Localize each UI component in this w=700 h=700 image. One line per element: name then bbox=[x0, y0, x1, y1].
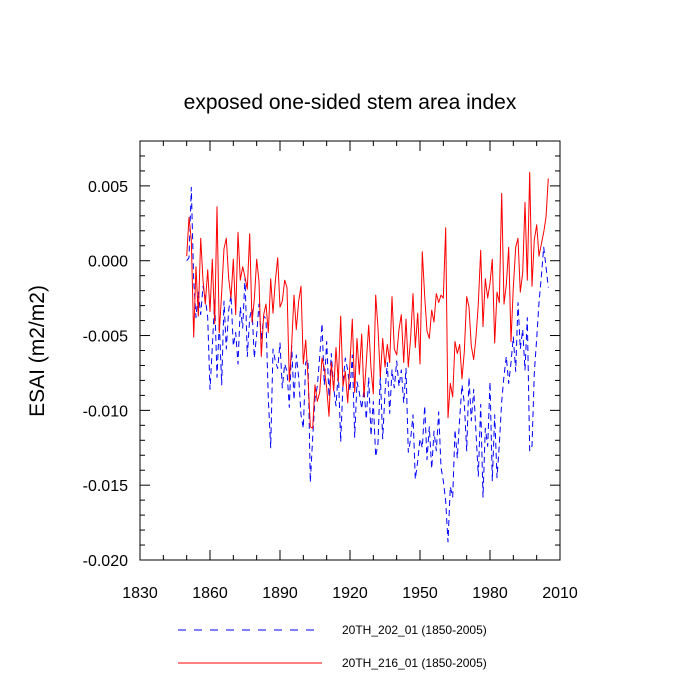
x-tick-label: 1890 bbox=[262, 585, 298, 602]
x-tick-label: 1860 bbox=[192, 585, 228, 602]
y-tick-label: -0.020 bbox=[83, 553, 128, 570]
x-tick-label: 2010 bbox=[542, 585, 578, 602]
series-layer bbox=[186, 171, 549, 543]
legend-label-216: 20TH_216_01 (1850-2005) bbox=[342, 656, 487, 670]
x-tick-label: 1950 bbox=[402, 585, 438, 602]
y-axis-label: ESAI (m2/m2) bbox=[26, 285, 49, 417]
chart-title: exposed one-sided stem area index bbox=[184, 91, 517, 114]
series-line-1 bbox=[186, 171, 549, 429]
x-tick-label: 1830 bbox=[122, 585, 158, 602]
y-tick-label: -0.005 bbox=[83, 329, 128, 346]
y-tick-label: 0.005 bbox=[88, 179, 128, 196]
legend-label-202: 20TH_202_01 (1850-2005) bbox=[342, 623, 487, 637]
y-tick-label: 0.000 bbox=[88, 254, 128, 271]
series-line-0 bbox=[186, 186, 549, 543]
x-tick-label: 1920 bbox=[332, 585, 368, 602]
y-tick-label: -0.015 bbox=[83, 478, 128, 495]
x-tick-label: 1980 bbox=[472, 585, 508, 602]
plot-frame bbox=[139, 140, 561, 561]
ticks-layer: 1830 1860 1890 1920 1950 1980 2010 -0.020 -0.015… bbox=[83, 140, 578, 602]
y-tick-label: -0.010 bbox=[83, 403, 128, 420]
legend: 20TH_202_01 (1850-2005) 20TH_216_01 (185… bbox=[178, 623, 487, 670]
